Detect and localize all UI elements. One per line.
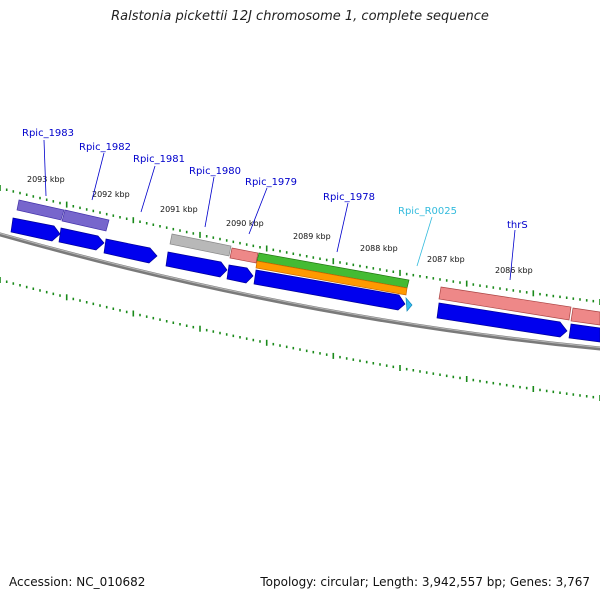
kbp-label: 2089 kbp — [293, 232, 331, 241]
kbp-label: 2093 kbp — [27, 175, 65, 184]
gene-label-rpic-r0025[interactable]: Rpic_R0025 — [398, 206, 457, 217]
kbp-label: 2090 kbp — [226, 219, 264, 228]
cds-arrow-rpic-1981[interactable] — [103, 238, 158, 264]
map-title: Ralstonia pickettii 12J chromosome 1, co… — [111, 9, 489, 24]
leader-line — [416, 216, 433, 267]
rna-arrow-rpic-r0025[interactable] — [405, 296, 413, 312]
gene-labels: Rpic_1983 Rpic_1982 Rpic_1981 Rpic_1980 … — [22, 128, 528, 231]
feature-band-purple-2[interactable] — [61, 209, 110, 232]
kbp-labels: 2093 kbp 2092 kbp 2091 kbp 2090 kbp 2089… — [27, 175, 533, 275]
cds-arrow-rpic-1980[interactable] — [165, 251, 228, 278]
leader-line — [336, 202, 349, 253]
kbp-label: 2091 kbp — [160, 205, 198, 214]
cds-arrow-rpic-1982[interactable] — [58, 227, 105, 251]
kbp-label: 2087 kbp — [427, 255, 465, 264]
feature-band-pink-3[interactable] — [570, 307, 600, 326]
gene-leaders — [43, 139, 516, 281]
feature-band-gray[interactable] — [169, 233, 232, 257]
cds-arrow-thrs[interactable] — [436, 302, 568, 338]
kbp-label: 2086 kbp — [495, 266, 533, 275]
feature-band-purple-1[interactable] — [16, 199, 65, 221]
leader-line — [91, 152, 105, 201]
cds-arrows — [10, 217, 600, 343]
cds-arrow-rpic-1978[interactable] — [253, 269, 406, 311]
cds-arrow-rpic-1983[interactable] — [10, 217, 61, 242]
cds-arrow-rpic-1979[interactable] — [226, 264, 254, 284]
gene-label-rpic-1981[interactable]: Rpic_1981 — [133, 154, 185, 165]
cds-arrow-next[interactable] — [568, 323, 600, 343]
feature-bands — [16, 199, 600, 326]
leader-line — [509, 229, 516, 281]
feature-band-pink-1[interactable] — [229, 247, 259, 264]
feature-band-pink-2[interactable] — [438, 286, 572, 321]
inner-tick-ring — [0, 277, 600, 401]
feature-band-orange[interactable] — [255, 260, 408, 296]
gene-label-rpic-1982[interactable]: Rpic_1982 — [79, 142, 131, 153]
chromosome-backbone — [0, 232, 600, 351]
gene-label-rpic-1978[interactable]: Rpic_1978 — [323, 192, 375, 203]
gene-label-rpic-1983[interactable]: Rpic_1983 — [22, 128, 74, 139]
kbp-label: 2092 kbp — [92, 190, 130, 199]
leader-line — [140, 165, 156, 213]
gene-label-rpic-1980[interactable]: Rpic_1980 — [189, 166, 241, 177]
kbp-label: 2088 kbp — [360, 244, 398, 253]
gene-label-rpic-1979[interactable]: Rpic_1979 — [245, 177, 297, 188]
outer-tick-ring — [0, 185, 600, 305]
leader-line — [204, 176, 215, 228]
gene-label-thrs[interactable]: thrS — [507, 220, 528, 231]
leader-line — [43, 139, 47, 197]
accession-footer: Accession: NC_010682 — [9, 575, 146, 589]
topology-summary-footer: Topology: circular; Length: 3,942,557 bp… — [260, 575, 590, 589]
leader-line — [248, 187, 268, 235]
chromosome-backbone-highlight — [0, 232, 600, 349]
